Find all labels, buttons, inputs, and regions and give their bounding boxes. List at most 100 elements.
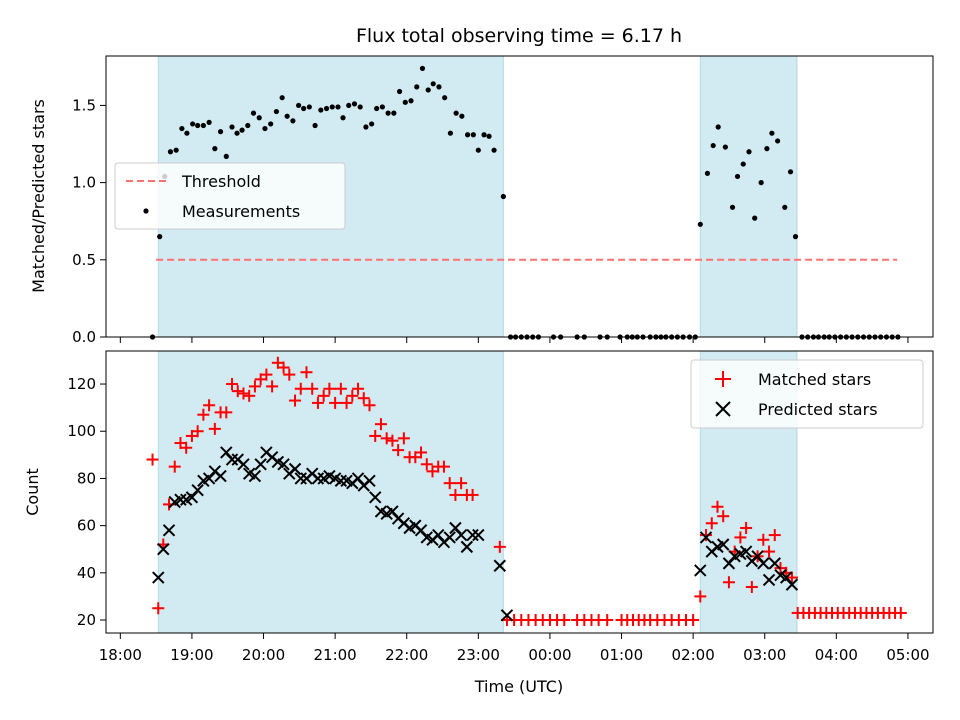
predicted-star-point: [152, 571, 165, 584]
predicted-star-point: [739, 545, 753, 558]
predicted-star-point: [157, 543, 170, 556]
matched-star-point: [369, 429, 382, 442]
predicted-x-b: [386, 505, 399, 518]
legend-matched-label: Matched stars: [758, 370, 871, 389]
x-tick-label: 18:00: [99, 646, 142, 664]
top-x-ticks: [119, 337, 909, 343]
x-tick-label: 05:00: [886, 646, 929, 664]
bottom-y-tick-label: 80: [77, 469, 96, 487]
measurement-point: [464, 132, 471, 138]
predicted-x-b: [768, 557, 781, 570]
predicted-x-b: [237, 458, 250, 471]
matched-star-point: [334, 382, 347, 395]
measurement-point: [729, 204, 736, 210]
measurement-point: [323, 105, 330, 112]
predicted-x-b: [472, 528, 485, 542]
measurement-point: [173, 147, 179, 153]
matched-star-point: [357, 392, 370, 405]
measurement-point: [357, 104, 363, 110]
predicted-x-b: [699, 531, 713, 544]
matched-star-point: [352, 382, 365, 395]
measurement-point: [436, 84, 442, 90]
predicted-star-point: [191, 484, 204, 497]
matched-star-point: [768, 529, 781, 542]
matched-star-point: [289, 394, 302, 407]
predicted-x-b: [774, 568, 787, 582]
matched-star-point: [203, 399, 216, 412]
x-tick-label: 23:00: [457, 646, 500, 664]
predicted-x-b: [694, 564, 707, 577]
matched-star-point: [152, 602, 165, 615]
matched-star-point: [687, 614, 700, 627]
matched-star-point: [180, 441, 193, 454]
x-tick-label: 20:00: [242, 646, 285, 664]
predicted-x-b: [162, 524, 176, 537]
matched-star-point: [601, 614, 614, 627]
measurement-point: [722, 144, 728, 150]
predicted-x-b: [369, 491, 382, 504]
predicted-x-b: [493, 559, 507, 572]
predicted-star-point: [162, 524, 176, 537]
top-plot-frame: [105, 55, 934, 338]
measurement-point: [256, 115, 262, 121]
matched-star-point: [294, 382, 307, 395]
predicted-x-b: [443, 531, 456, 544]
predicted-star-point: [757, 557, 770, 570]
measurement-point: [710, 142, 716, 149]
matched-star-point: [740, 521, 753, 534]
shaded-interval-1: [699, 55, 798, 338]
x-tick-label: 00:00: [528, 646, 571, 664]
matched-star-point: [894, 606, 907, 619]
measurement-point: [769, 130, 775, 136]
x-tick-label: 21:00: [314, 646, 357, 664]
matched-star-point: [694, 590, 707, 603]
predicted-x-b: [340, 474, 353, 487]
legend-threshold-label: Threshold: [181, 172, 261, 191]
legend-matched-swatch: [715, 371, 731, 387]
predicted-x-b: [277, 458, 290, 471]
predicted-star-point: [466, 528, 479, 542]
top-y-tick-label: 0.0: [72, 328, 96, 346]
predicted-star-point: [294, 472, 307, 485]
predicted-x-b: [242, 467, 256, 480]
predicted-star-point: [785, 578, 799, 591]
bottom-y-axis-label: Count: [23, 468, 42, 516]
measurement-point: [167, 149, 174, 155]
predicted-star-point: [472, 528, 485, 542]
predicted-star-point: [225, 453, 239, 466]
bottom-y-tick-label: 60: [77, 517, 96, 535]
predicted-star-point: [363, 474, 376, 487]
measurement-point: [442, 95, 448, 101]
matched-star-point: [374, 418, 387, 431]
predicted-star-point: [454, 528, 468, 542]
matched-star-point: [277, 361, 290, 374]
measurement-point: [752, 215, 758, 221]
matched-star-point: [340, 396, 353, 409]
measurement-point: [782, 204, 788, 210]
measurement-point: [459, 113, 465, 119]
measurement-point: [775, 138, 781, 144]
predicted-star-point: [311, 472, 325, 485]
predicted-x-b: [152, 571, 165, 584]
bottom-y-tick-label: 40: [77, 564, 96, 582]
predicted-x-b: [174, 493, 187, 506]
measurement-point: [279, 95, 285, 101]
predicted-x-b: [454, 528, 468, 542]
predicted-x-b: [739, 545, 753, 558]
legend-measurements-label: Measurements: [182, 202, 300, 221]
matched-star-point: [220, 406, 233, 419]
predicted-star-point: [493, 559, 507, 572]
measurement-point: [190, 121, 196, 127]
predicted-star-point: [248, 469, 262, 483]
predicted-x-b: [254, 458, 267, 471]
predicted-x-b: [191, 484, 204, 497]
predicted-star-point: [716, 538, 730, 551]
predicted-x-b: [220, 446, 233, 459]
measurement-point: [792, 234, 799, 240]
predicted-x-b: [225, 453, 239, 466]
predicted-x-b: [311, 472, 325, 485]
matched-star-point: [437, 460, 450, 473]
predicted-star-point: [500, 609, 514, 622]
measurement-point: [195, 122, 201, 129]
